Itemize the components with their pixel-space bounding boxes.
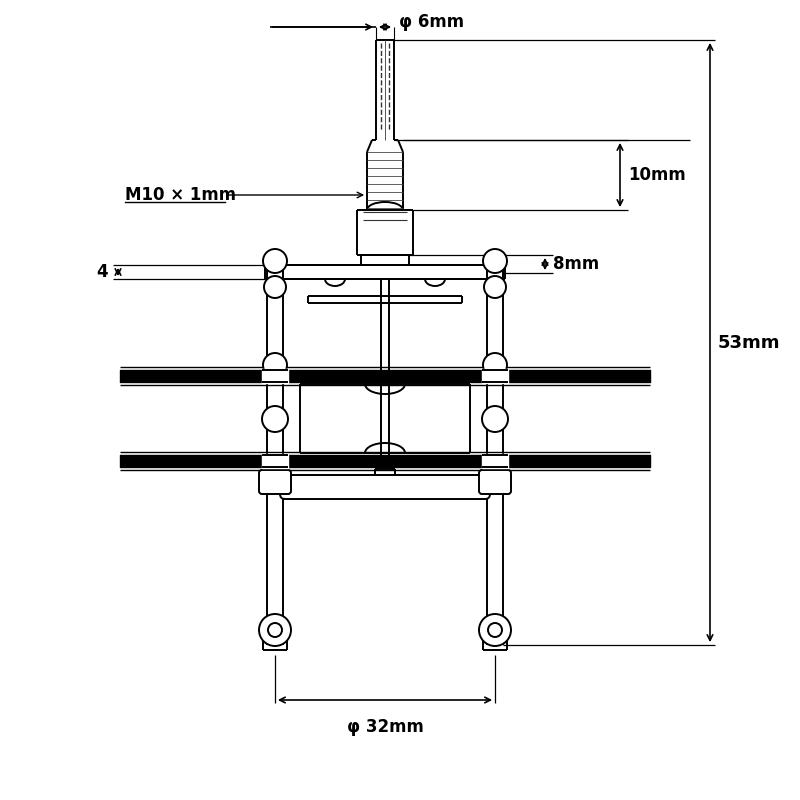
FancyBboxPatch shape: [479, 470, 511, 494]
Circle shape: [482, 406, 508, 432]
Circle shape: [264, 276, 286, 298]
Circle shape: [479, 614, 511, 646]
Text: 4: 4: [96, 263, 108, 281]
Text: M10 × 1mm: M10 × 1mm: [125, 186, 236, 204]
Circle shape: [263, 249, 287, 273]
Circle shape: [484, 276, 506, 298]
Text: 10mm: 10mm: [628, 166, 686, 184]
Text: φ 32mm: φ 32mm: [346, 718, 423, 736]
Circle shape: [262, 406, 288, 432]
Circle shape: [259, 614, 291, 646]
Text: φ 6mm: φ 6mm: [399, 13, 464, 31]
Circle shape: [483, 353, 507, 377]
Circle shape: [488, 623, 502, 637]
Text: 53mm: 53mm: [718, 334, 781, 352]
FancyBboxPatch shape: [280, 475, 490, 499]
Circle shape: [263, 353, 287, 377]
Circle shape: [483, 249, 507, 273]
FancyBboxPatch shape: [259, 470, 291, 494]
Text: 8mm: 8mm: [553, 255, 599, 273]
Circle shape: [268, 623, 282, 637]
